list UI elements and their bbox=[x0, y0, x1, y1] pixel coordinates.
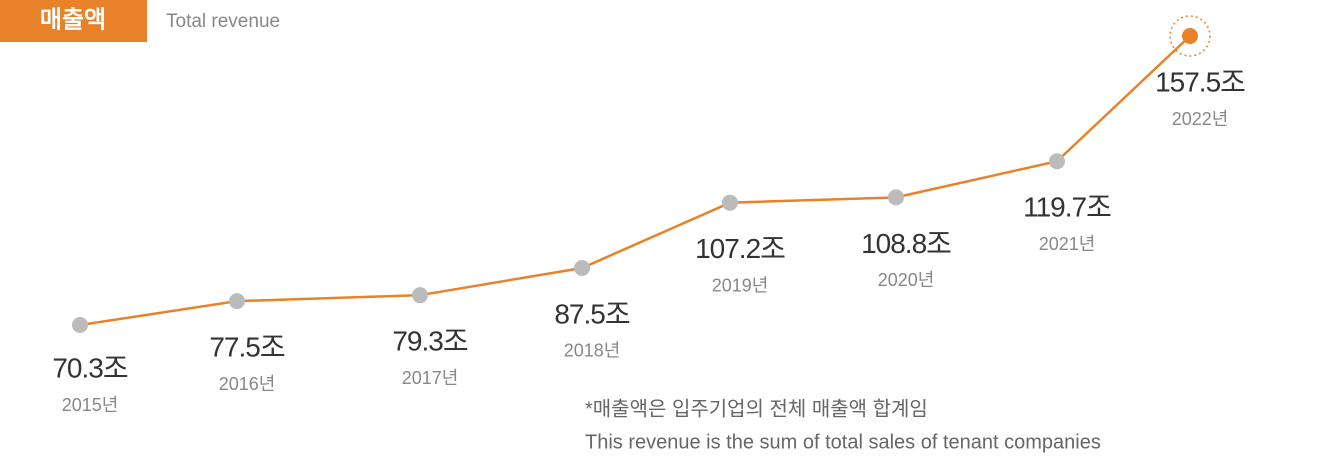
point bbox=[1182, 28, 1198, 44]
value-label: 157.5조 bbox=[1155, 66, 1245, 97]
chart-subtitle: Total revenue bbox=[166, 11, 280, 32]
point bbox=[72, 317, 88, 333]
category-label: 2020년 bbox=[878, 270, 935, 290]
category-label: 2021년 bbox=[1039, 234, 1096, 254]
value-label: 108.8조 bbox=[861, 228, 951, 259]
category-label: 2017년 bbox=[402, 368, 459, 388]
value-label: 87.5조 bbox=[554, 298, 629, 329]
value-label: 79.3조 bbox=[392, 326, 467, 357]
point bbox=[412, 287, 428, 304]
category-label: 2019년 bbox=[712, 275, 769, 295]
point bbox=[229, 293, 245, 310]
note: *매출액은 입주기업의 전체 매출액 합계임 bbox=[585, 397, 928, 420]
category-label: 2022년 bbox=[1172, 109, 1229, 129]
point bbox=[722, 194, 738, 211]
point bbox=[574, 259, 590, 276]
title-box bbox=[0, 0, 147, 42]
point bbox=[1049, 153, 1065, 170]
value-label: 77.5조 bbox=[209, 332, 284, 363]
category-label: 2015년 bbox=[62, 395, 119, 415]
point bbox=[888, 189, 904, 206]
value-label: 107.2조 bbox=[695, 233, 785, 264]
note: This revenue is the sum of total sales o… bbox=[585, 431, 1101, 453]
value-label: 119.7조 bbox=[1023, 192, 1111, 223]
category-label: 2016년 bbox=[219, 374, 276, 394]
value-label: 70.3조 bbox=[52, 352, 127, 383]
highlight-ring bbox=[1169, 15, 1211, 57]
chart-title: 매출액 bbox=[40, 6, 106, 33]
category-label: 2018년 bbox=[564, 341, 621, 361]
line bbox=[79, 35, 1191, 327]
